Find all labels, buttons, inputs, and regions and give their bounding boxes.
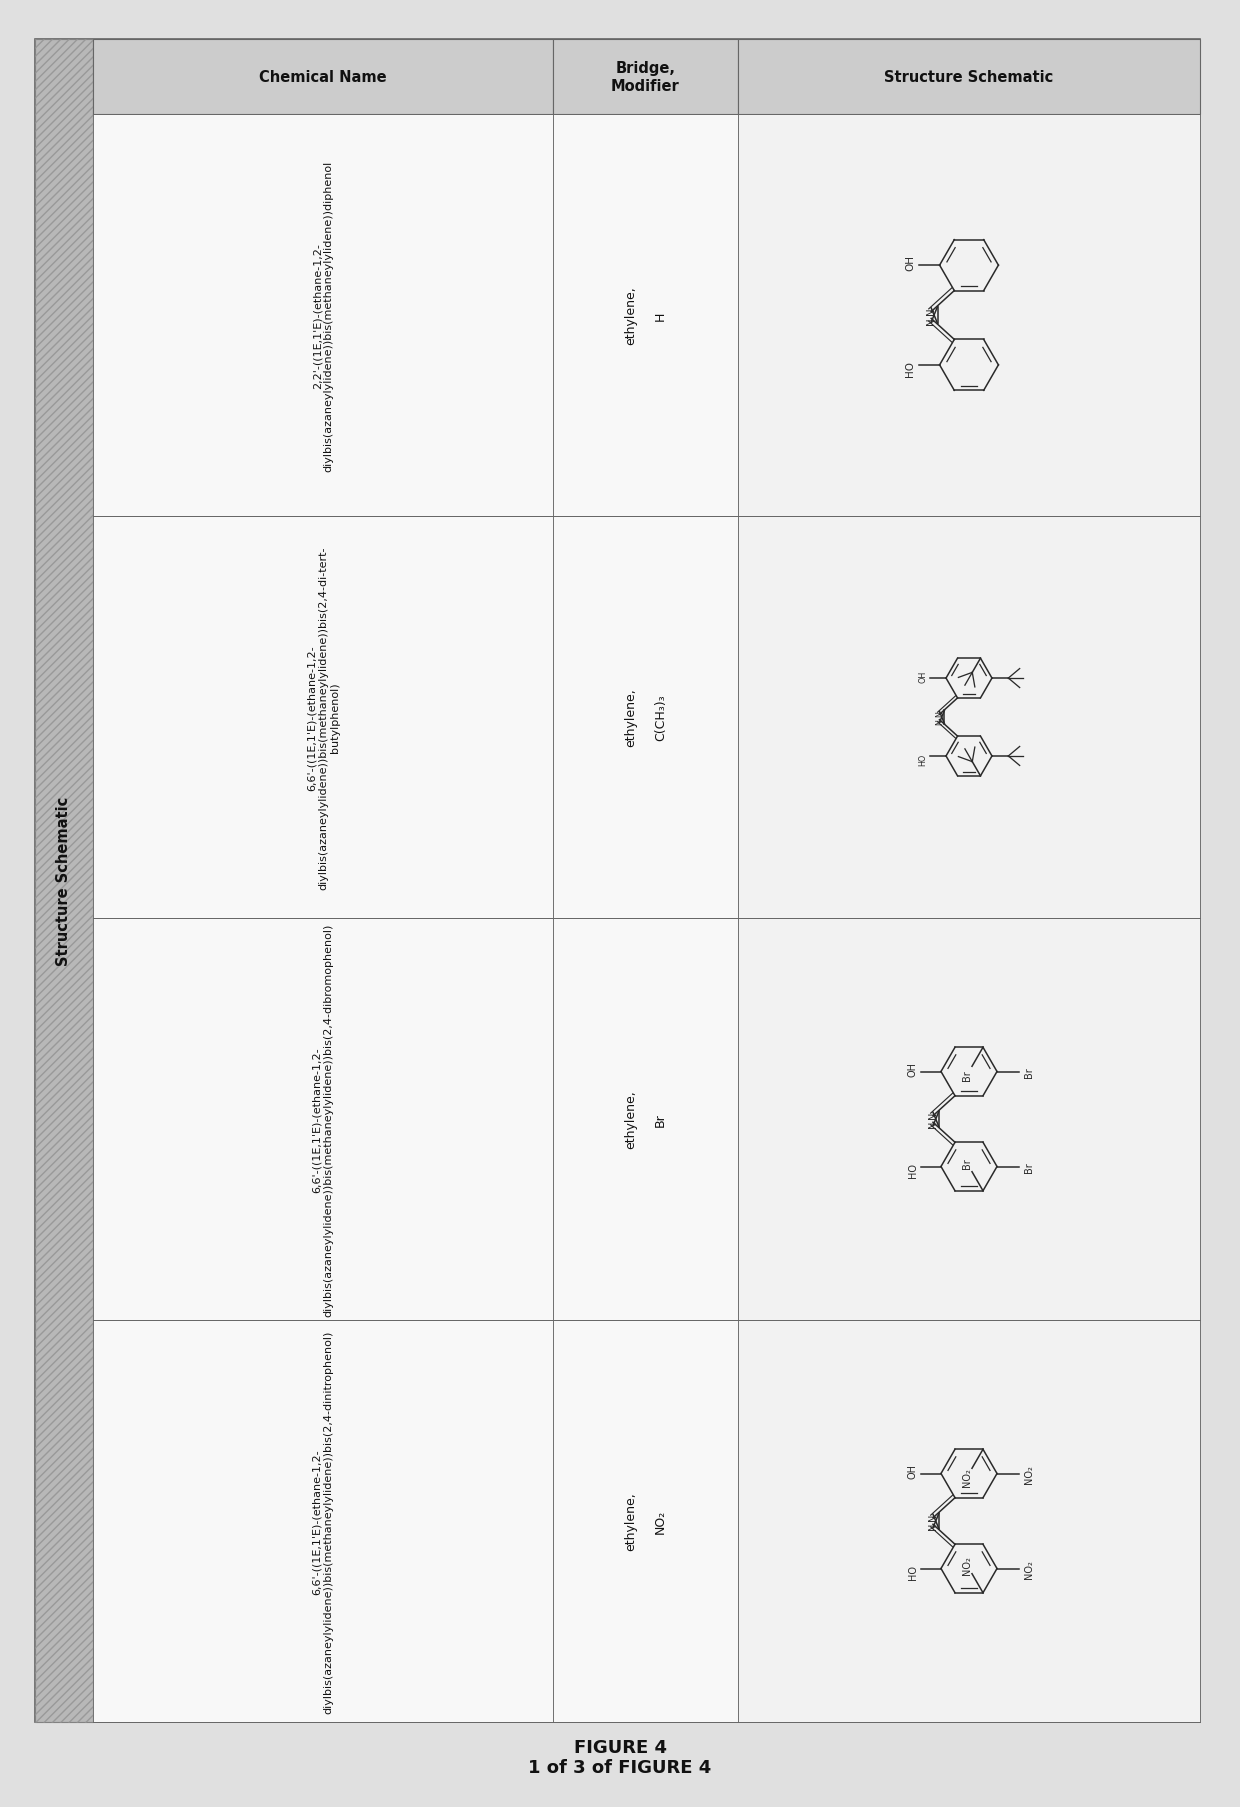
Bar bbox=[738, 517, 1200, 918]
Text: NO₂: NO₂ bbox=[962, 1556, 972, 1574]
Bar bbox=[553, 40, 738, 116]
Text: ethylene,

H: ethylene, H bbox=[624, 287, 667, 345]
Text: N: N bbox=[935, 719, 944, 725]
Text: N: N bbox=[926, 316, 936, 325]
Text: HO: HO bbox=[905, 361, 915, 378]
Bar bbox=[738, 116, 1200, 517]
Bar bbox=[35, 40, 93, 1722]
Bar bbox=[93, 40, 553, 116]
Bar bbox=[35, 40, 93, 1722]
Text: Structure Schematic: Structure Schematic bbox=[884, 70, 1054, 85]
Text: NO₂: NO₂ bbox=[1024, 1559, 1034, 1578]
Bar bbox=[93, 918, 553, 1321]
Text: Br: Br bbox=[962, 1070, 972, 1081]
Text: HO: HO bbox=[908, 1162, 918, 1178]
Text: NO₂: NO₂ bbox=[962, 1467, 972, 1487]
Text: NO₂: NO₂ bbox=[1024, 1464, 1034, 1484]
Text: OH: OH bbox=[919, 670, 928, 683]
Bar bbox=[93, 517, 553, 918]
Text: N: N bbox=[928, 1111, 937, 1119]
Bar bbox=[738, 918, 1200, 1321]
Text: Structure Schematic: Structure Schematic bbox=[57, 797, 72, 965]
Text: 6,6'-((1E,1'E)-(ethane-1,2-
diylbis(azaneylylidene))bis(methaneylylidene))bis(2,: 6,6'-((1E,1'E)-(ethane-1,2- diylbis(azan… bbox=[312, 923, 334, 1315]
Text: 2,2'-((1E,1'E)-(ethane-1,2-
diylbis(azaneylylidene))bis(methaneylylidene))diphen: 2,2'-((1E,1'E)-(ethane-1,2- diylbis(azan… bbox=[312, 161, 334, 472]
Bar bbox=[553, 517, 738, 918]
Text: 1 of 3 of FIGURE 4: 1 of 3 of FIGURE 4 bbox=[528, 1758, 712, 1776]
Text: Br: Br bbox=[1024, 1066, 1034, 1077]
Bar bbox=[553, 116, 738, 517]
Bar bbox=[738, 1321, 1200, 1722]
Text: Chemical Name: Chemical Name bbox=[259, 70, 387, 85]
Text: N: N bbox=[928, 1512, 937, 1520]
Text: OH: OH bbox=[905, 255, 915, 271]
Text: N: N bbox=[928, 1120, 937, 1128]
Text: N: N bbox=[928, 1521, 937, 1529]
Text: ethylene,

NO₂: ethylene, NO₂ bbox=[624, 1493, 667, 1550]
Text: 6,6'-((1E,1'E)-(ethane-1,2-
diylbis(azaneylylidene))bis(methaneylylidene))bis(2,: 6,6'-((1E,1'E)-(ethane-1,2- diylbis(azan… bbox=[306, 546, 340, 889]
Text: N: N bbox=[935, 710, 944, 717]
Text: HO: HO bbox=[919, 754, 928, 764]
Bar bbox=[93, 116, 553, 517]
Text: Br: Br bbox=[1024, 1162, 1034, 1173]
Text: ethylene,

Br: ethylene, Br bbox=[624, 1090, 667, 1149]
Text: 6,6'-((1E,1'E)-(ethane-1,2-
diylbis(azaneylylidene))bis(methaneylylidene))bis(2,: 6,6'-((1E,1'E)-(ethane-1,2- diylbis(azan… bbox=[312, 1330, 334, 1713]
Text: OH: OH bbox=[908, 1464, 918, 1478]
Text: Br: Br bbox=[962, 1158, 972, 1169]
Text: HO: HO bbox=[908, 1565, 918, 1579]
Bar bbox=[738, 40, 1200, 116]
Bar bbox=[553, 918, 738, 1321]
Text: ethylene,

C(CH₃)₃: ethylene, C(CH₃)₃ bbox=[624, 688, 667, 746]
Text: N: N bbox=[926, 307, 936, 314]
Text: OH: OH bbox=[908, 1061, 918, 1077]
Bar bbox=[553, 1321, 738, 1722]
Bar bbox=[93, 1321, 553, 1722]
Text: Bridge,
Modifier: Bridge, Modifier bbox=[611, 61, 680, 94]
Text: FIGURE 4: FIGURE 4 bbox=[573, 1738, 667, 1756]
